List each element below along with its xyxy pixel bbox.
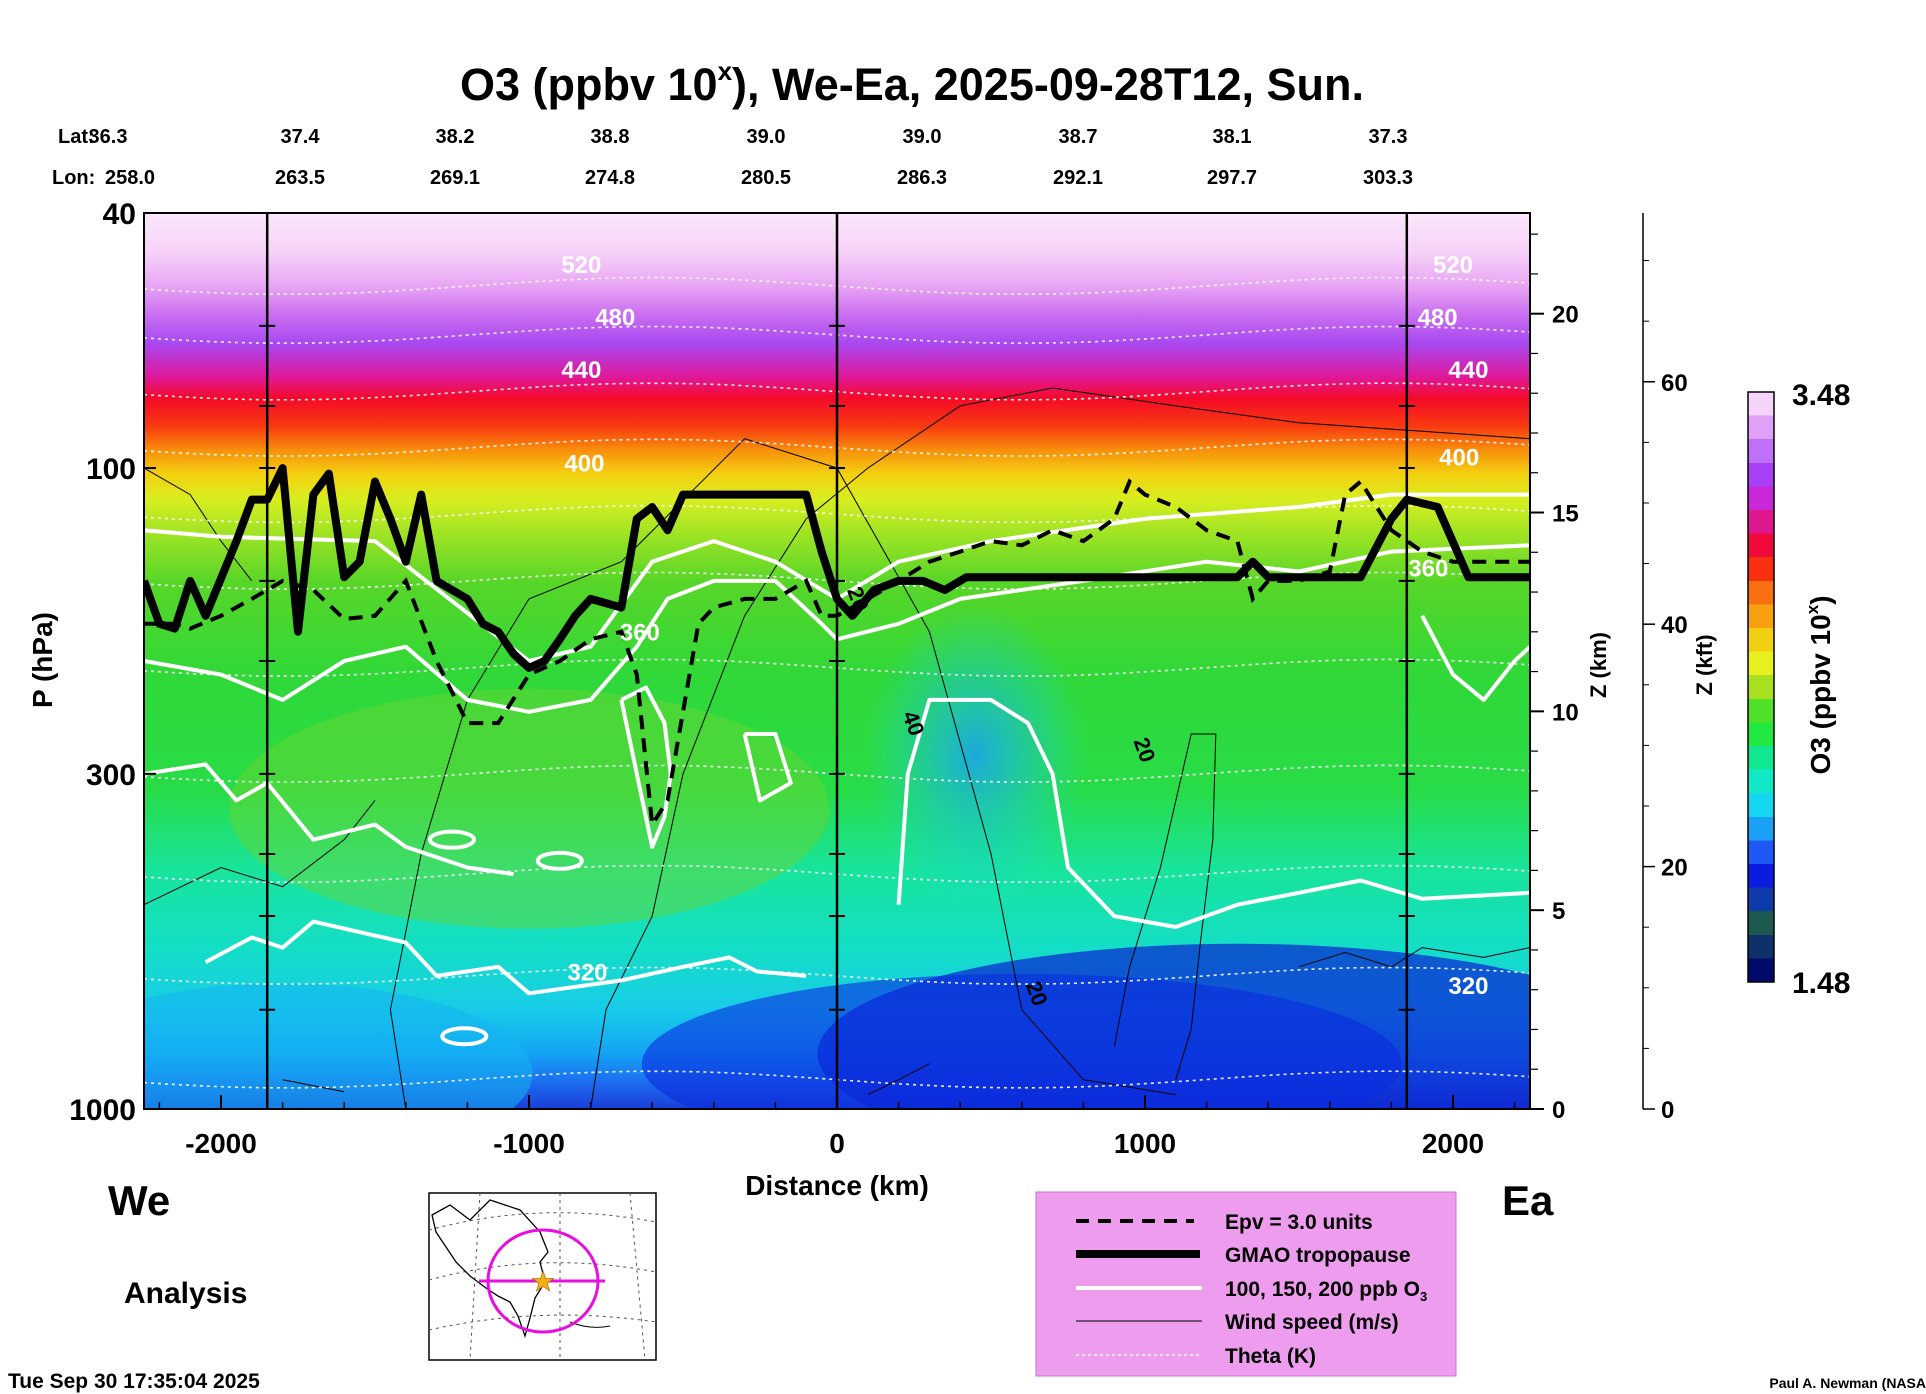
high-o3-region	[229, 688, 829, 929]
theta-label: 400	[1439, 445, 1479, 472]
p-tick-label: 100	[86, 453, 136, 486]
o3-contour	[535, 850, 584, 871]
z-km-tick-label: 15	[1552, 501, 1579, 528]
west-label: We	[108, 1177, 170, 1224]
z-kft-tick-label: 40	[1661, 612, 1688, 639]
o3-contour	[896, 697, 1530, 929]
o3-contour	[144, 492, 1530, 663]
colorbar-max: 3.48	[1792, 379, 1850, 412]
p-tick-label: 40	[103, 198, 136, 231]
lon-value: 292.1	[1053, 167, 1103, 189]
o3-contour	[144, 543, 1530, 714]
z-km-tick-label: 5	[1552, 898, 1565, 925]
lon-value: 303.3	[1363, 167, 1413, 189]
o3-colorbar	[1747, 391, 1775, 983]
p-axis-label: P (hPa)	[27, 612, 58, 708]
theta-label: 400	[564, 450, 604, 477]
lon-value: 263.5	[275, 167, 325, 189]
legend-o3: 100, 150, 200 ppb O3	[1225, 1278, 1427, 1304]
lon-value: 269.1	[430, 167, 480, 189]
theta-label: 520	[561, 252, 601, 279]
theta-label: 480	[595, 304, 635, 331]
x-axis: -2000 -1000 0 1000 2000	[158, 1095, 1516, 1159]
z-kft-label: Z (kft)	[1692, 634, 1717, 695]
x-tick-label: 0	[829, 1128, 845, 1159]
lon-value: 286.3	[897, 167, 947, 189]
lat-value: 38.8	[591, 126, 630, 148]
x-tick-label: 2000	[1422, 1128, 1484, 1159]
lat-value: 36.3	[89, 126, 128, 148]
lat-value: 38.2	[436, 126, 475, 148]
timestamp: Tue Sep 30 17:35:04 2025	[8, 1370, 260, 1393]
center-star-icon: ★	[530, 1266, 555, 1297]
east-label: Ea	[1502, 1177, 1554, 1224]
o3-contour	[742, 732, 793, 803]
z-kft-tick-label: 60	[1661, 370, 1688, 397]
lat-value: 37.4	[281, 126, 321, 148]
z-kft-axis: 0 20 40 60	[1642, 213, 1688, 1124]
z-km-tick-label: 0	[1552, 1097, 1565, 1124]
legend-tropopause: GMAO tropopause	[1225, 1244, 1411, 1267]
wind-contour	[1113, 733, 1217, 1080]
o3-contour	[144, 762, 514, 877]
lon-label: Lon:	[52, 167, 95, 189]
z-kft-tick-label: 0	[1661, 1097, 1674, 1124]
z-km-tick-label: 20	[1552, 302, 1579, 329]
z-km-axis: 0 5 10 15 20	[1529, 213, 1579, 1124]
low-o3-region	[865, 604, 1086, 905]
lat-value: 38.7	[1059, 126, 1098, 148]
pressure-axis: 40 100 300 1000	[69, 198, 156, 1127]
o3-contour	[1420, 614, 1530, 702]
colorbar-label: O3 (ppbv 10x)	[1803, 595, 1836, 774]
theta-label: 360	[1408, 556, 1448, 583]
z-km-label: Z (km)	[1586, 632, 1611, 698]
theta-label: 480	[1418, 304, 1458, 331]
low-o3-region	[641, 973, 1402, 1109]
lat-value: 39.0	[747, 126, 786, 148]
legend: Epv = 3.0 units GMAO tropopause 100, 150…	[1035, 1191, 1457, 1377]
lat-label: Lat:	[58, 126, 95, 148]
o3-contour	[440, 1026, 489, 1047]
z-kft-tick-label: 20	[1661, 855, 1688, 882]
lat-value: 39.0	[903, 126, 942, 148]
legend-theta: Theta (K)	[1225, 1345, 1316, 1368]
o3-contour	[204, 919, 807, 996]
wind-contour	[867, 1063, 930, 1096]
x-axis-label: Distance (km)	[745, 1170, 929, 1201]
p-tick-label: 1000	[69, 1094, 136, 1127]
o3-contour	[428, 829, 476, 850]
inset-map: ★	[428, 1192, 657, 1361]
lon-value: 280.5	[741, 167, 791, 189]
analysis-label: Analysis	[124, 1277, 247, 1310]
theta-label: 520	[1433, 252, 1473, 279]
colorbar-min: 1.48	[1792, 967, 1850, 1000]
lon-value: 258.0	[105, 167, 155, 189]
low-o3-region	[144, 983, 533, 1109]
lon-value: 274.8	[585, 167, 635, 189]
z-km-tick-label: 10	[1552, 699, 1579, 726]
x-tick-label: 1000	[1114, 1128, 1176, 1159]
credit: Paul A. Newman (NASA	[1769, 1375, 1926, 1391]
wind-contour	[282, 1079, 345, 1093]
tropopause-line	[144, 464, 1530, 672]
theta-label: 320	[567, 959, 607, 986]
lon-value: 297.7	[1207, 167, 1257, 189]
theta-label: 360	[620, 620, 660, 647]
theta-label: 440	[1448, 357, 1488, 384]
chart-title: O3 (ppbv 10x), We-Ea, 2025-09-28T12, Sun…	[460, 56, 1364, 110]
x-tick-label: -1000	[493, 1128, 565, 1159]
legend-epv: Epv = 3.0 units	[1225, 1211, 1373, 1234]
theta-label: 440	[561, 357, 601, 384]
x-tick-label: -2000	[185, 1128, 257, 1159]
p-tick-label: 300	[86, 759, 136, 792]
wind-contour	[144, 467, 253, 582]
lat-value: 37.3	[1369, 126, 1408, 148]
lat-lon-row: 36.3 37.4 38.2 38.8 39.0 39.0 38.7 38.1 37.3 258.…	[89, 126, 1414, 189]
lat-value: 38.1	[1213, 126, 1252, 148]
legend-wind: Wind speed (m/s)	[1225, 1311, 1399, 1334]
theta-label: 320	[1448, 973, 1488, 1000]
